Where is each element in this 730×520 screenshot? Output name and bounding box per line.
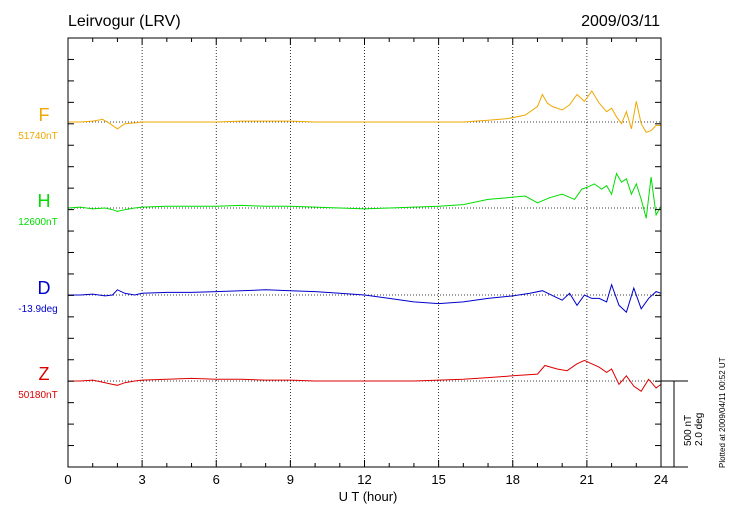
x-tick-label-12: 12 (357, 472, 371, 487)
baseline-value-F: 51740nT (18, 131, 57, 142)
series-line-H (67, 172, 662, 219)
series-label-F: F (39, 105, 50, 125)
x-axis-label: U T (hour) (339, 489, 398, 504)
baseline-value-H: 12600nT (18, 217, 57, 228)
x-tick-label-6: 6 (213, 472, 220, 487)
x-tick-label-18: 18 (506, 472, 520, 487)
x-tick-label-24: 24 (654, 472, 668, 487)
x-tick-label-0: 0 (64, 472, 71, 487)
series-label-H: H (38, 191, 51, 211)
scale-label-deg: 2.0 deg (694, 413, 705, 446)
series-line-F (68, 90, 661, 133)
chart-date: 2009/03/11 (581, 13, 660, 30)
chart-title: Leirvogur (LRV) (68, 13, 181, 30)
series-labels: F 51740nT H 12600nT D -13.9deg Z 50180nT (18, 105, 57, 401)
baseline-value-D: -13.9deg (18, 304, 57, 315)
x-tick-label-15: 15 (431, 472, 445, 487)
scale-bar: 500 nT 2.0 deg (661, 380, 705, 468)
axis-ticks (67, 38, 662, 467)
x-tick-label-9: 9 (287, 472, 294, 487)
x-tick-labels: 0 3 6 9 12 15 18 21 24 (64, 472, 668, 487)
series-label-Z: Z (39, 364, 50, 384)
plot-frame (67, 37, 662, 468)
series-line-D (68, 283, 662, 314)
scale-label-nt: 500 nT (683, 415, 694, 446)
series-lines (67, 90, 662, 393)
baseline-value-Z: 50180nT (18, 390, 57, 401)
x-tick-label-3: 3 (139, 472, 146, 487)
plotted-timestamp: Plotted at 2009/04/11 00:52 UT (718, 357, 727, 468)
series-label-D: D (38, 278, 51, 298)
series-line-Z (68, 359, 662, 393)
x-tick-label-21: 21 (580, 472, 594, 487)
grid-lines (141, 38, 588, 467)
